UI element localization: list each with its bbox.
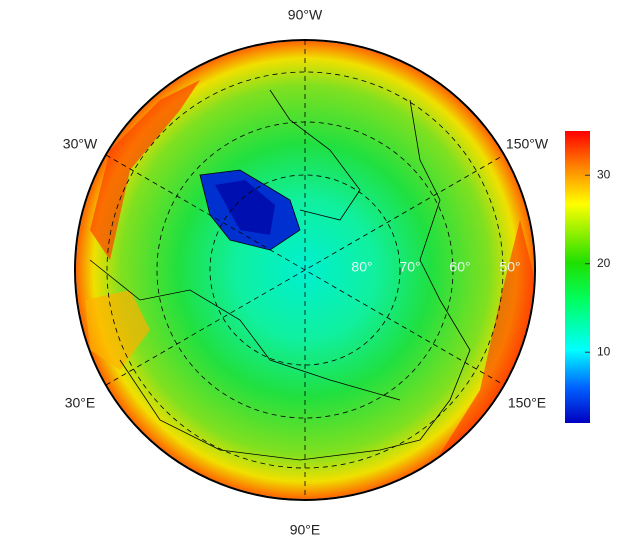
- colorbar-tick-label: 20: [597, 256, 611, 270]
- colorbar: [565, 131, 590, 423]
- longitude-label: 150°E: [508, 395, 546, 411]
- latitude-label: 60°: [449, 259, 470, 275]
- longitude-label: 90°W: [288, 7, 323, 23]
- longitude-label: 90°E: [290, 522, 321, 538]
- latitude-label: 70°: [399, 259, 420, 275]
- longitude-label: 30°W: [63, 136, 98, 152]
- latitude-label: 80°: [351, 259, 372, 275]
- longitude-label: 150°W: [506, 136, 549, 152]
- graticule: [105, 40, 505, 500]
- latitude-label: 50°: [499, 259, 520, 275]
- colorbar-tick-label: 30: [597, 167, 611, 181]
- colorbar-tick-label: 10: [597, 344, 611, 358]
- map-border: [74, 39, 536, 501]
- longitude-label: 30°E: [65, 395, 96, 411]
- coastlines: [89, 89, 471, 461]
